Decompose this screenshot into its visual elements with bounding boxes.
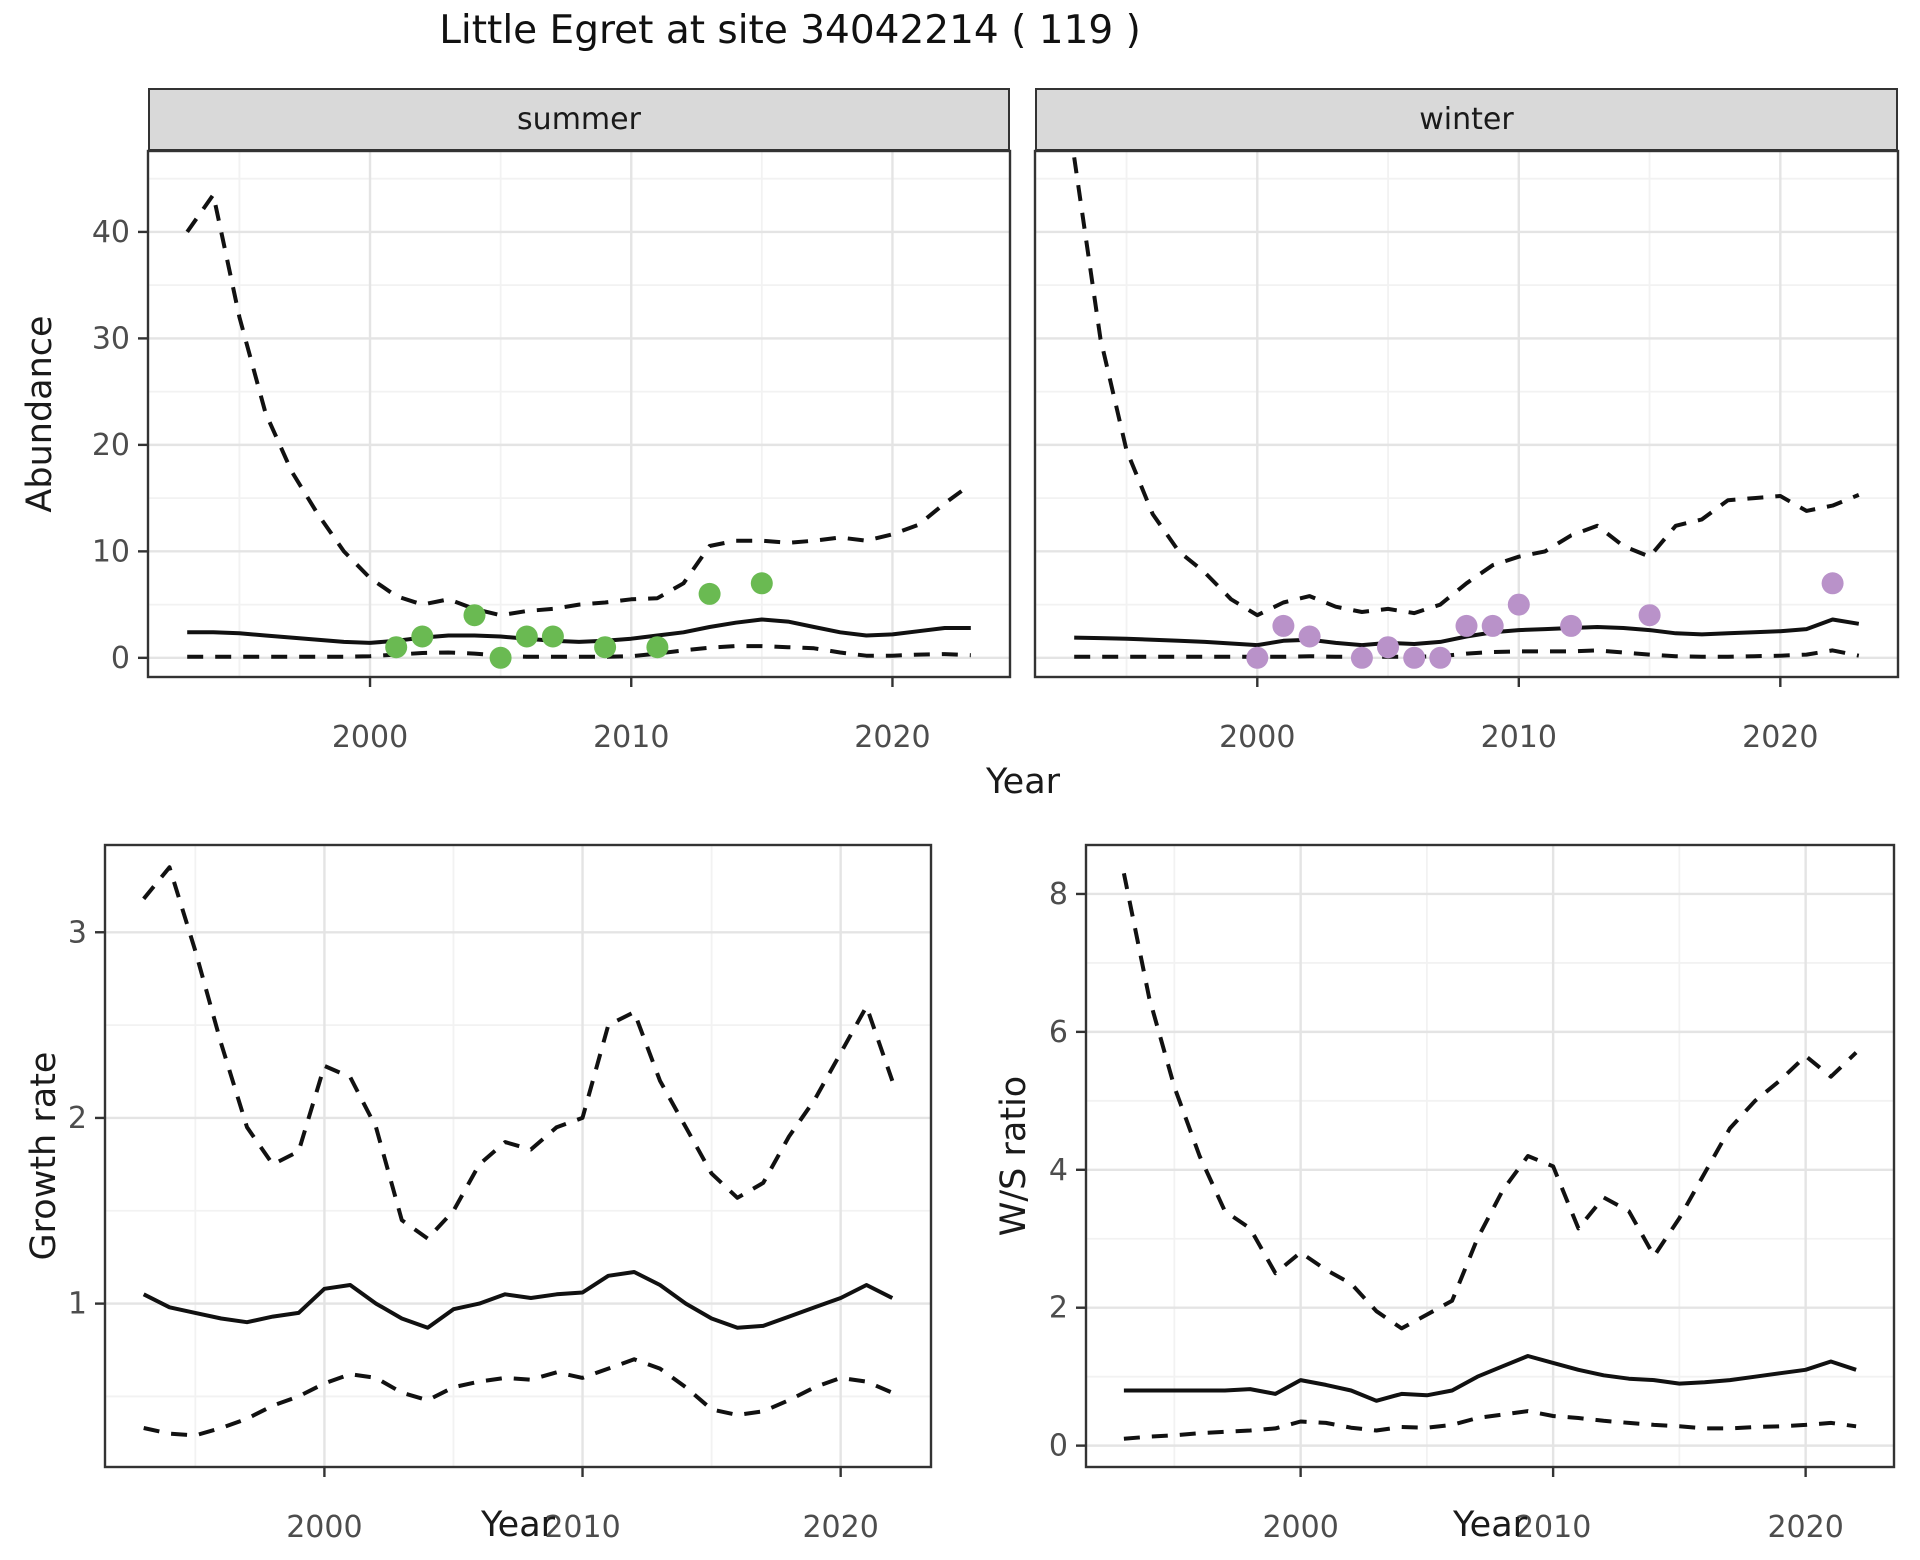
winter-ci_lower-line	[1074, 648, 1860, 659]
growth-ci_upper-line	[142, 865, 895, 1241]
x-tick-label: 2010	[1515, 1510, 1591, 1545]
summer-plot-area	[185, 192, 972, 669]
ws-year-axis-title: Year	[1452, 1505, 1528, 1545]
growth-panel-background	[105, 845, 931, 1467]
winter-observation-point	[1377, 636, 1399, 659]
growth-panel-border	[103, 843, 933, 1469]
summer-panel: 2000 2010 2020 0 10 20 30 40	[92, 149, 1012, 755]
summer-observation-point	[541, 625, 564, 648]
ws-panel: 2000 2010 2020 0 2 4 6 8	[1049, 843, 1896, 1545]
y-tick-label: 20	[92, 428, 130, 463]
x-tick-label: 2000	[332, 720, 408, 755]
winter-observation-point	[1560, 614, 1583, 637]
summer-observation-point	[463, 604, 486, 627]
winter-observation-point	[1246, 646, 1269, 669]
ws-ratio-axis-title: W/S ratio	[994, 1075, 1034, 1237]
winter-observation-point	[1272, 614, 1295, 637]
summer-observation-point	[750, 572, 773, 595]
growth-mean-line	[142, 1270, 894, 1330]
facet-strip-winter: winter	[1035, 88, 1898, 151]
winter-ci_upper-line	[1072, 157, 1860, 618]
abundance-axis-title: Abundance	[20, 315, 60, 513]
winter-observation-point	[1429, 646, 1452, 669]
y-tick-label: 10	[92, 534, 130, 569]
y-tick-label: 0	[1049, 1429, 1068, 1464]
ws-panel-background	[1086, 845, 1894, 1467]
summer-observation-point	[411, 625, 434, 648]
winter-observation-point	[1403, 646, 1426, 669]
x-tick-label: 2020	[1767, 1510, 1843, 1545]
summer-ci_upper-line	[185, 192, 972, 618]
summer-observation-point	[646, 636, 669, 659]
top-year-axis-title: Year	[985, 762, 1061, 802]
winter-observation-point	[1350, 646, 1373, 669]
x-tick-label: 2020	[1742, 720, 1818, 755]
winter-observation-point	[1821, 572, 1844, 595]
summer-observation-point	[698, 582, 721, 605]
x-tick-label: 2000	[1219, 720, 1295, 755]
y-tick-label: 30	[92, 321, 130, 356]
y-tick-label: 4	[1049, 1153, 1068, 1188]
y-tick-label: 2	[1049, 1291, 1068, 1326]
ws-ci_upper-line	[1121, 872, 1858, 1331]
facet-strip-winter-label: winter	[1419, 102, 1514, 137]
y-tick-label: 2	[68, 1101, 87, 1136]
y-tick-label: 6	[1049, 1015, 1068, 1050]
y-tick-label: 40	[92, 215, 130, 250]
ws-plot-area	[1121, 872, 1858, 1441]
growth-plot-area	[142, 865, 895, 1438]
chart-title: Little Egret at site 34042214 ( 119 )	[439, 8, 1141, 53]
facet-strip-summer-label: summer	[517, 102, 641, 137]
x-tick-label: 2000	[1262, 1510, 1338, 1545]
winter-observation-point	[1507, 593, 1530, 616]
summer-panel-background	[148, 151, 1010, 677]
x-tick-label: 2020	[802, 1510, 878, 1545]
winter-plot-area	[1072, 157, 1860, 669]
summer-observation-point	[489, 646, 512, 669]
y-tick-label: 8	[1049, 877, 1068, 912]
growth-ci_lower-line	[143, 1357, 894, 1438]
x-tick-label: 2020	[854, 720, 930, 755]
facet-strip-summer: summer	[148, 88, 1010, 151]
winter-panel-border	[1033, 149, 1900, 679]
summer-observation-point	[385, 636, 408, 659]
winter-observation-point	[1455, 614, 1478, 637]
winter-panel-background	[1035, 151, 1898, 677]
summer-ci_lower-line	[187, 644, 971, 659]
growth-panel: 2000 2010 2020 1 2 3	[68, 843, 933, 1545]
growth-rate-axis-title: Growth rate	[24, 1051, 64, 1261]
summer-observation-point	[594, 636, 617, 659]
y-tick-label: 3	[68, 915, 87, 950]
ws-mean-line	[1123, 1354, 1857, 1403]
y-tick-label: 0	[111, 641, 130, 676]
ws-panel-border	[1084, 843, 1896, 1469]
growth-year-axis-title: Year	[480, 1505, 556, 1545]
summer-panel-border	[146, 149, 1012, 679]
summer-observation-point	[515, 625, 538, 648]
winter-observation-point	[1638, 604, 1661, 627]
x-tick-label: 2010	[593, 720, 669, 755]
winter-observation-point	[1298, 625, 1321, 648]
y-tick-label: 1	[68, 1287, 87, 1322]
x-tick-label: 2010	[1481, 720, 1557, 755]
winter-observation-point	[1481, 614, 1504, 637]
x-tick-label: 2010	[544, 1510, 620, 1545]
summer-mean-line	[187, 617, 971, 645]
ws-ci_lower-line	[1123, 1409, 1857, 1441]
x-tick-label: 2000	[286, 1510, 362, 1545]
winter-panel: 2000 2010 2020	[1033, 149, 1900, 755]
